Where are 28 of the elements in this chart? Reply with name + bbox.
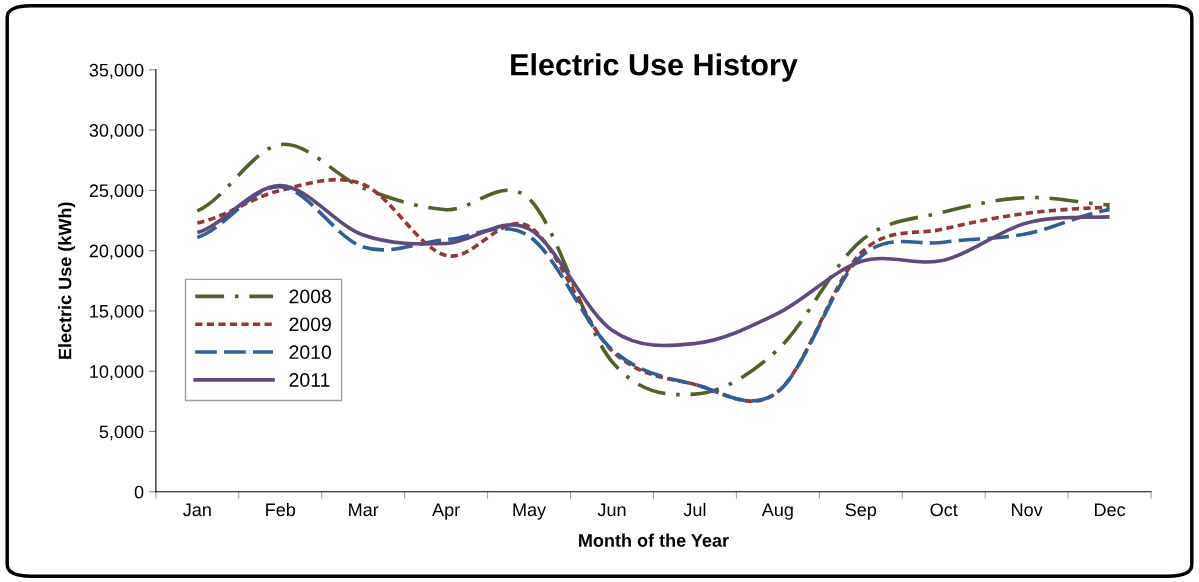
x-tick-label: Sep xyxy=(845,503,877,520)
line-series xyxy=(195,142,1112,397)
x-tick-label: Apr xyxy=(432,503,460,520)
x-tick-label: Jul xyxy=(683,502,706,517)
legend-label: 2010 xyxy=(289,345,332,360)
x-tick-label: Aug xyxy=(761,503,793,520)
x-tick-label: Jan xyxy=(183,503,211,517)
y-tick-label: 30,000 xyxy=(89,124,144,139)
x-tick-label: Jun xyxy=(597,503,626,517)
y-tick-label: 25,000 xyxy=(89,184,144,200)
y-tick-label: 15,000 xyxy=(90,304,144,320)
legend-label: 2011 xyxy=(289,373,330,387)
x-axis-title: Month of the Year xyxy=(579,533,729,547)
y-tick-label: 35,000 xyxy=(89,63,144,79)
x-tick-label: May xyxy=(513,503,547,520)
y-tick-label: 0 xyxy=(134,485,144,499)
x-tick-label: Feb xyxy=(266,502,296,517)
x-tick-label: Mar xyxy=(349,503,379,517)
y-tick-label: 5,000 xyxy=(99,425,144,441)
y-tick-label: 20,000 xyxy=(89,244,144,260)
x-tick-label: Nov xyxy=(1012,503,1043,517)
chart-title: Electric Use History xyxy=(511,53,798,82)
y-axis-title: Electric Use (kWh) xyxy=(58,202,75,359)
y-tick-label: 10,000 xyxy=(90,365,144,381)
legend-label: 2009 xyxy=(289,317,331,332)
x-tick-label: Oct xyxy=(930,503,958,517)
legend-label: 2008 xyxy=(289,289,331,304)
x-tick-label: Dec xyxy=(1095,503,1126,517)
